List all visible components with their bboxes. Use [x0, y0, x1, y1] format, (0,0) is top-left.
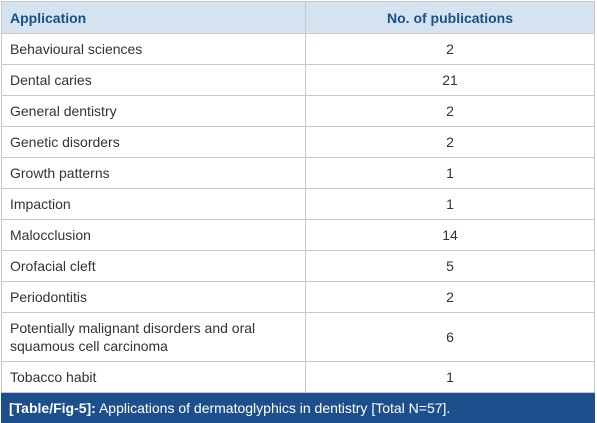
- count-cell: 21: [305, 64, 595, 96]
- count-cell: 2: [305, 126, 595, 158]
- table-row: Malocclusion 14: [1, 219, 595, 251]
- count-cell: 6: [305, 312, 595, 362]
- table-row: General dentistry 2: [1, 95, 595, 127]
- application-cell: Genetic disorders: [1, 126, 306, 158]
- table-header: Application No. of publications: [1, 1, 595, 34]
- count-cell: 1: [305, 361, 595, 393]
- table-row: Genetic disorders 2: [1, 126, 595, 158]
- count-cell: 2: [305, 33, 595, 65]
- table-row: Dental caries 21: [1, 64, 595, 96]
- caption-text: Applications of dermatoglyphics in denti…: [98, 400, 451, 416]
- table-row: Growth patterns 1: [1, 157, 595, 189]
- table-body: Behavioural sciences 2 Dental caries 21 Gene…: [1, 33, 595, 393]
- application-cell: Tobacco habit: [1, 361, 306, 393]
- table-row: Orofacial cleft 5: [1, 250, 595, 282]
- header-row: Application No. of publications: [1, 1, 595, 34]
- table: Application No. of publications Behaviou…: [1, 1, 595, 393]
- application-cell: Dental caries: [1, 64, 306, 96]
- caption: [Table/Fig-5]: Applications of dermatogl…: [1, 393, 595, 423]
- table-row: Behavioural sciences 2: [1, 33, 595, 65]
- count-cell: 5: [305, 250, 595, 282]
- table-row: Tobacco habit 1: [1, 361, 595, 393]
- application-cell: Periodontitis: [1, 281, 306, 313]
- count-cell: 14: [305, 219, 595, 251]
- application-cell: Malocclusion: [1, 219, 306, 251]
- count-cell: 2: [305, 281, 595, 313]
- application-cell: Potentially malignant disorders and oral…: [1, 312, 306, 362]
- table-row: Impaction 1: [1, 188, 595, 220]
- table-row: Periodontitis 2: [1, 281, 595, 313]
- count-cell: 1: [305, 188, 595, 220]
- application-cell: Growth patterns: [1, 157, 306, 189]
- application-cell: Impaction: [1, 188, 306, 220]
- caption-label: [Table/Fig-5]:: [9, 400, 96, 416]
- application-cell: Orofacial cleft: [1, 250, 306, 282]
- application-cell: Behavioural sciences: [1, 33, 306, 65]
- application-cell: General dentistry: [1, 95, 306, 127]
- table-row: Potentially malignant disorders and oral…: [1, 312, 595, 362]
- header-cell: Application: [1, 1, 306, 34]
- count-cell: 2: [305, 95, 595, 127]
- count-cell: 1: [305, 157, 595, 189]
- header-cell: No. of publications: [305, 1, 595, 34]
